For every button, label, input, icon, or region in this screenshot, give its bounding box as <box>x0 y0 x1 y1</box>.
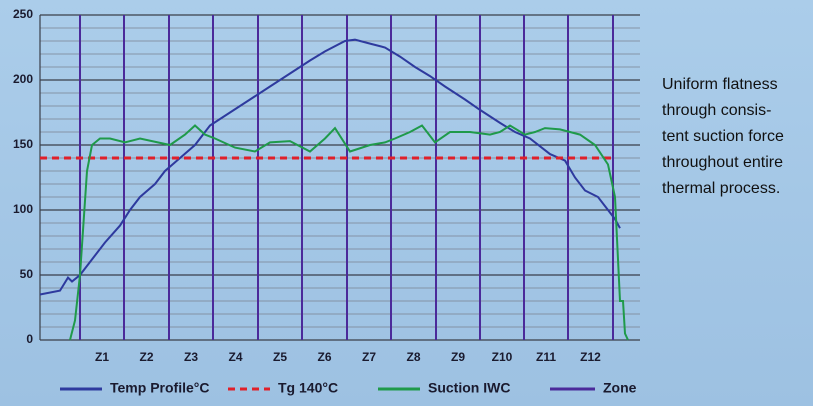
zone-label: Z10 <box>492 350 513 364</box>
zone-label: Z6 <box>317 350 331 364</box>
zone-label: Z2 <box>139 350 153 364</box>
y-tick-label: 150 <box>13 137 33 151</box>
y-tick-label: 250 <box>13 7 33 21</box>
annotation: Uniform flatness <box>662 76 778 93</box>
zone-label: Z5 <box>273 350 287 364</box>
zone-label: Z7 <box>362 350 376 364</box>
zone-label: Z8 <box>406 350 420 364</box>
zone-label: Z3 <box>184 350 198 364</box>
legend-label: Zone <box>603 380 637 396</box>
annotation: through consis- <box>662 102 771 119</box>
zone-label: Z4 <box>228 350 242 364</box>
series-line <box>39 38 621 296</box>
annotation: throughout entire <box>662 154 783 171</box>
y-tick-label: 100 <box>13 202 33 216</box>
legend-label: Temp Profile°C <box>110 380 209 396</box>
y-tick-label: 200 <box>13 72 33 86</box>
zone-label: Z9 <box>451 350 465 364</box>
annotation: tent suction force <box>662 128 784 145</box>
zone-label: Z12 <box>580 350 601 364</box>
y-tick-label: 0 <box>26 332 33 346</box>
zone-label: Z1 <box>95 350 109 364</box>
annotation: thermal process. <box>662 180 780 197</box>
legend-label: Tg 140°C <box>278 380 338 396</box>
legend-label: Suction IWC <box>428 380 510 396</box>
zone-label: Z11 <box>536 350 556 364</box>
y-tick-label: 50 <box>20 267 34 281</box>
series-line <box>69 124 629 341</box>
